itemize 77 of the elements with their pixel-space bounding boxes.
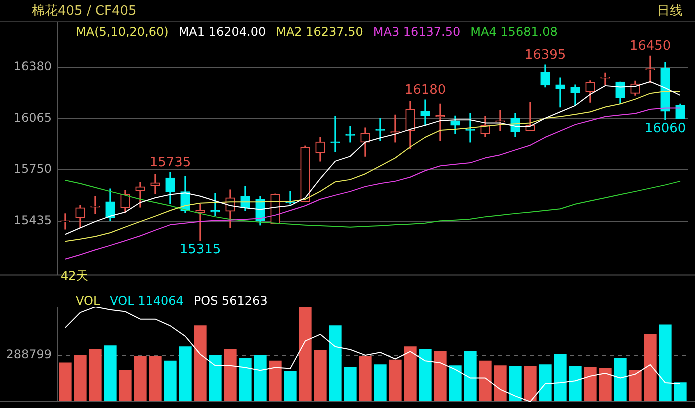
text: MA1 16204.00 (178, 25, 266, 39)
annotation: 15315 (180, 242, 222, 258)
annotation: 16180 (404, 82, 446, 98)
candlestick (90, 196, 100, 214)
bar (59, 362, 72, 402)
bar (314, 350, 327, 402)
annotation: 42天 (61, 268, 88, 285)
legend-title: VOL (76, 294, 100, 308)
bar (329, 326, 342, 402)
text: 288799 (6, 348, 52, 362)
bar (359, 356, 372, 402)
bar (404, 346, 417, 402)
bar (659, 324, 672, 402)
text: MA4 15681.08 (470, 25, 558, 39)
bar (134, 356, 147, 402)
bar (614, 358, 627, 402)
annotation: 15735 (150, 155, 192, 170)
bar (584, 367, 597, 402)
candlestick (646, 56, 656, 84)
text: MA2 16237.50 (276, 25, 364, 39)
bar (194, 326, 207, 402)
annotation: 16450 (630, 39, 672, 54)
y-tick-label: 15750 (14, 162, 52, 176)
bar (434, 351, 447, 402)
bar (224, 349, 237, 402)
bar (284, 371, 297, 402)
candlestick (556, 78, 566, 108)
bar (209, 355, 222, 402)
candlestick (600, 72, 610, 86)
bar (554, 354, 567, 402)
bar (464, 351, 477, 402)
candlestick (526, 102, 536, 132)
candlestick (420, 100, 430, 126)
bar (479, 360, 492, 402)
candlestick (390, 114, 400, 143)
text: POS 561263 (194, 294, 268, 308)
bar (629, 370, 642, 402)
series-label: VOL 114064 (110, 294, 184, 308)
candlestick (150, 174, 160, 194)
bar (254, 355, 267, 402)
bar (419, 349, 432, 402)
bar (74, 355, 87, 402)
candlestick (376, 118, 386, 142)
annotation: 16060 (644, 121, 686, 136)
bar (569, 366, 582, 402)
bar (119, 370, 132, 402)
bar (164, 360, 177, 402)
candlestick (466, 113, 476, 143)
text: MA3 16137.50 (373, 25, 461, 39)
bar (269, 360, 282, 402)
bar (239, 358, 252, 402)
candlestick (496, 110, 506, 132)
legend-title: MA(5,10,20,60) (76, 25, 169, 39)
chart-subtitle: 日线 (657, 3, 683, 20)
bar (449, 366, 462, 402)
bar (674, 382, 687, 402)
bar (494, 366, 507, 402)
bar (509, 366, 522, 402)
bar (149, 356, 162, 402)
bar (344, 367, 357, 402)
bar (89, 349, 102, 402)
chart-title: 棉花405 / CF405 (32, 3, 137, 20)
bar (539, 364, 552, 402)
bar (599, 368, 612, 402)
annotation: 16395 (524, 48, 566, 63)
y-tick-label: 16065 (14, 110, 52, 125)
bar (374, 364, 387, 402)
candlestick (330, 116, 340, 152)
y-tick-label: 16380 (14, 60, 52, 74)
candlestick (346, 126, 356, 143)
bar (644, 334, 657, 402)
bar (179, 346, 192, 402)
bar (389, 360, 402, 402)
bar (104, 346, 117, 402)
bar (524, 366, 537, 402)
y-tick-label: 15435 (14, 213, 52, 228)
bar (299, 307, 312, 402)
